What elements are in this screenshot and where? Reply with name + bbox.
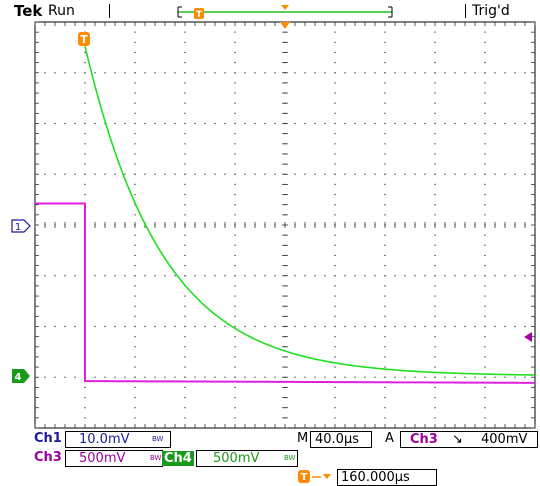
bw-limit-icon: BW [150, 454, 162, 462]
ch3-waveform [35, 202, 536, 384]
ch4-scale: 500mV [213, 451, 260, 466]
svg-text:T: T [301, 472, 308, 483]
svg-text:T: T [80, 33, 88, 46]
bw-limit-icon: BW [284, 454, 296, 462]
status-divider [465, 4, 466, 18]
ch3-label: Ch3 [34, 450, 62, 465]
svg-text:1: 1 [15, 222, 21, 233]
run-status: Run [48, 3, 75, 19]
timebase-box[interactable]: 40.0µs [310, 431, 372, 448]
trigger-level: 400mV [481, 432, 528, 447]
timebase-label: M [297, 431, 309, 446]
trigger-position-icon: T [298, 470, 331, 483]
trigger-position-box: 160.000µs [337, 469, 437, 486]
trigger-point-icon: T [78, 32, 90, 46]
trigger-slope-icon: ↘ [452, 432, 463, 447]
trigger-position-value: 160.000µs [341, 470, 410, 485]
ch1-ground-marker[interactable]: 1 [11, 219, 31, 233]
ch4-scale-box[interactable]: 500mV BW [196, 450, 298, 467]
status-divider [109, 4, 110, 18]
record-position-bar[interactable]: T [177, 5, 393, 20]
svg-text:4: 4 [15, 372, 22, 383]
trigger-mode: A [385, 431, 394, 446]
ch4-ground-marker[interactable]: 4 [12, 369, 30, 383]
ch3-scale-box[interactable]: 500mV BW [65, 450, 163, 467]
record-trigger-marker: T [196, 10, 203, 20]
trigger-level-icon[interactable] [524, 332, 532, 342]
ch4-label: Ch4 [162, 451, 194, 466]
trigger-box[interactable]: Ch3 ↘ 400mV [400, 431, 538, 448]
trigger-source: Ch3 [410, 432, 438, 447]
graticule [34, 21, 536, 429]
bw-limit-icon: BW [152, 435, 164, 443]
ch1-scale-box[interactable]: 10.0mV BW [65, 431, 171, 448]
ch1-label: Ch1 [34, 431, 62, 446]
ch4-waveform [84, 45, 536, 376]
trigger-status: Trig'd [472, 3, 510, 19]
status-bar: Tek Run Trig'd [0, 0, 540, 20]
timebase-value: 40.0µs [315, 432, 359, 447]
brand-logo: Tek [14, 2, 43, 20]
ch1-scale: 10.0mV [79, 432, 130, 447]
ch3-scale: 500mV [79, 451, 126, 466]
trigger-position-marker[interactable] [280, 22, 290, 29]
